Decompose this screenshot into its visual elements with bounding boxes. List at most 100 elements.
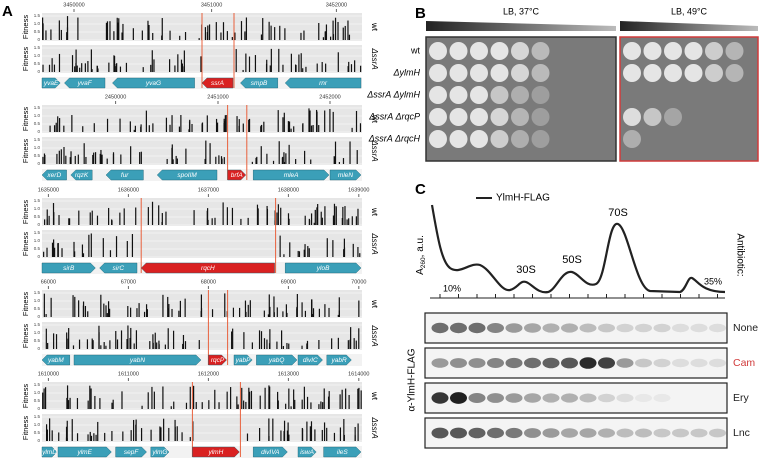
gene-label: rqcH <box>201 265 215 272</box>
fitness-bar <box>107 301 110 317</box>
fitness-bar <box>154 332 156 349</box>
fitness-bar <box>141 30 143 40</box>
fitness-bar <box>71 419 73 441</box>
colony-spot <box>684 64 703 82</box>
fitness-bar <box>280 330 283 349</box>
gene-arrow <box>252 446 288 458</box>
fitness-bar <box>146 309 148 317</box>
fitness-bar <box>104 432 106 441</box>
fitness-bar <box>348 218 350 225</box>
fitness-axis-label: Fitness <box>21 324 30 348</box>
fitness-bar <box>179 300 181 317</box>
fitness-bar <box>108 207 110 225</box>
coordinate-label: 3452000 <box>326 2 347 8</box>
fitness-bar <box>68 218 70 225</box>
colony-spot <box>511 86 529 104</box>
colony-spot <box>684 42 703 60</box>
fitness-bar <box>270 48 272 72</box>
colony-spot <box>623 108 641 126</box>
fitness-bar <box>99 398 101 409</box>
fitness-bar <box>178 126 181 132</box>
fitness-bar <box>87 311 89 317</box>
peak-label: 30S <box>516 264 536 276</box>
coordinate-label: 1635000 <box>38 187 59 193</box>
fitness-bar <box>304 215 306 225</box>
fitness-bar <box>195 402 197 409</box>
fitness-bar <box>95 434 97 441</box>
colony-spot <box>449 130 468 148</box>
fitness-bar <box>105 22 108 40</box>
fitness-bar <box>347 20 349 40</box>
fitness-bar <box>204 27 207 40</box>
fitness-axis-label: Fitness <box>21 200 30 224</box>
fitness-bar <box>58 53 61 72</box>
fitness-bar <box>161 213 163 225</box>
fitness-bar <box>147 207 149 225</box>
fitness-bar <box>312 125 314 132</box>
fitness-bar <box>159 426 161 441</box>
gene-label: yvaF <box>77 80 93 87</box>
colony-spot <box>470 64 488 82</box>
fitness-bar <box>272 418 274 441</box>
fitness-bar <box>208 400 210 409</box>
fitness-bar <box>130 146 132 164</box>
fitness-bar <box>259 427 261 441</box>
coordinate-label: 2452000 <box>319 94 340 100</box>
fitness-bar <box>175 155 177 164</box>
fitness-bar <box>164 344 166 349</box>
colony-spot <box>511 64 529 82</box>
fitness-panel <box>42 198 362 226</box>
blot-band <box>431 392 449 404</box>
fitness-bar <box>46 429 48 441</box>
fitness-bar <box>90 49 92 72</box>
gene-arrow <box>297 354 323 366</box>
fitness-tick-label: 0 <box>37 254 40 259</box>
coordinate-label: 1613000 <box>278 371 299 377</box>
fitness-bar <box>268 21 270 40</box>
fitness-bar <box>130 430 132 441</box>
fitness-bar <box>166 158 168 164</box>
fitness-bar <box>287 422 289 441</box>
colony-spot <box>531 130 550 148</box>
colony-spot <box>449 64 468 82</box>
fitness-bar <box>120 154 122 164</box>
blot-band <box>579 323 597 333</box>
gene-arrow <box>150 446 170 458</box>
fitness-bar <box>333 432 336 441</box>
fitness-bar <box>140 151 142 164</box>
panel-label: C <box>415 181 426 198</box>
fitness-bar <box>131 234 134 257</box>
fitness-bar <box>286 343 288 349</box>
fitness-bar <box>53 239 55 257</box>
y-axis-label-part: A <box>415 268 426 275</box>
blot-band <box>450 392 467 404</box>
fitness-bar <box>185 148 187 164</box>
fitness-tick-label: 1.5 <box>34 198 41 203</box>
fitness-tick-label: 1.5 <box>34 105 41 110</box>
fitness-tick-label: 1.5 <box>34 322 41 327</box>
fitness-bar <box>282 64 284 72</box>
fitness-bar <box>174 65 176 72</box>
fitness-bar <box>310 421 313 441</box>
fitness-bar <box>94 152 97 164</box>
gene-arrow <box>284 77 362 89</box>
fitness-bar <box>276 341 278 349</box>
fitness-bar <box>115 330 117 349</box>
fitness-tick-label: 0.5 <box>34 306 41 311</box>
fitness-bar <box>285 403 287 409</box>
fitness-bar <box>266 205 268 225</box>
fitness-bar <box>43 388 45 409</box>
fitness-bar <box>68 218 71 225</box>
fitness-bar <box>66 397 68 409</box>
fitness-bar <box>126 241 128 257</box>
fitness-bar <box>269 306 271 317</box>
fitness-bar <box>357 388 359 409</box>
blot-band <box>561 357 578 369</box>
fitness-bar <box>68 328 70 349</box>
fitness-bar <box>294 399 296 409</box>
fitness-bar <box>231 207 234 225</box>
colony-spot <box>449 42 468 60</box>
colony-spot <box>449 108 468 126</box>
fitness-bar <box>111 220 113 225</box>
gene-arrow <box>41 354 71 366</box>
